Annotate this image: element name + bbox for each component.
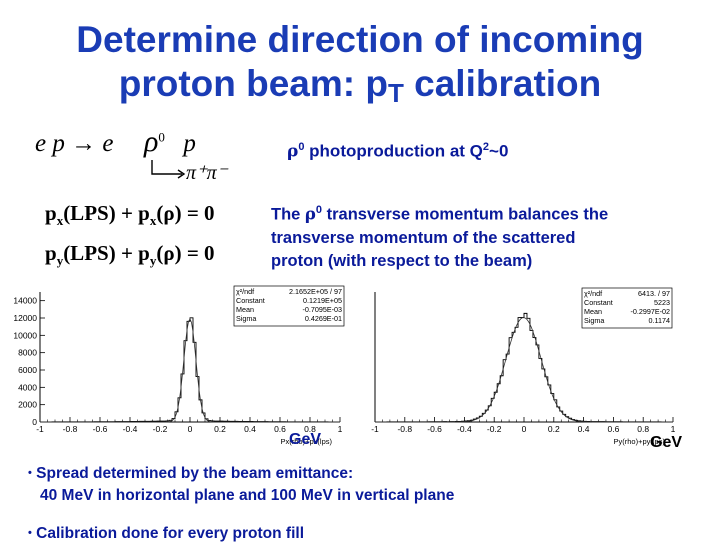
decay-products: π⁺π⁻ [186,162,228,184]
x-tick-label: -0.4 [457,424,472,434]
histogram-bins [39,317,341,423]
stats-value: -0.2997E-02 [630,307,670,316]
stats-box [233,285,345,327]
stats-label: χ²/ndf [236,287,254,296]
x-tick-label: -1 [371,424,379,434]
stats-value: 0.1174 [649,316,670,325]
x-tick-label: 0 [522,424,527,434]
histogram-py: -1 -0.8 -0.6 -0.4 -0.2 0 0.2 0.4 0.6 0.8 1 χ²/ndf 64… [371,287,676,446]
y-tick-label: 8000 [18,348,37,358]
slide-title: Determine direction of incoming proton b… [0,18,720,115]
stats-value: 0.4269E-01 [305,314,342,323]
bullet-item-1: • Spread determined by the beam emittanc… [28,465,354,482]
x-tick-label: 0.4 [244,424,256,434]
histogram-px: -1 -0.8 -0.6 -0.4 -0.2 0 0.2 0.4 0.6 0.8 1 0 2000 400… [13,285,345,446]
x-tick-label: -0.6 [427,424,442,434]
momentum-equations: px(LPS) + px(ρ) = 0 py(LPS) + py(ρ) = 0 [45,197,215,277]
stats-box [581,287,673,329]
x-axis-title: Py(rho)+py(lps) [614,437,666,446]
y-tick-label: 14000 [13,296,37,306]
x-tick-label: -0.6 [93,424,108,434]
stats-label: Constant [236,296,265,305]
stats-label: Sigma [236,314,256,323]
x-tick-label: -0.8 [63,424,78,434]
title-line-2: proton beam: pT calibration [118,63,602,108]
reaction-formula: e p → e ρ0 p [35,125,196,158]
y-tick-label: 0 [32,417,37,427]
gaussian-fit-curve [375,317,673,423]
y-tick-label: 12000 [13,313,37,323]
stats-label: Mean [584,307,602,316]
stats-value: 6413. / 97 [638,289,670,298]
x-tick-label: -0.2 [153,424,168,434]
stats-value: 0.1219E+05 [303,296,342,305]
histogram-px-unit: GeV [289,431,322,448]
decay-arrow [151,160,186,179]
stats-value: 5223 [654,298,670,307]
stats-value: 2.1652E+05 / 97 [289,287,342,296]
x-tick-label: -0.4 [123,424,138,434]
gaussian-fit-curve [40,317,340,423]
bullet-item-2: • Calibration done for every proton fill [28,525,305,542]
balance-text: The ρ0 transverse momentum balances the … [271,199,608,273]
stats-label: Mean [236,305,254,314]
x-tick-label: -0.8 [397,424,412,434]
x-tick-label: 0.8 [304,424,316,434]
x-tick-label: 0 [188,424,193,434]
equation-y: py(LPS) + py(ρ) = 0 [45,241,215,269]
x-tick-label: 0.6 [607,424,619,434]
histogram-py-unit: GeV [650,434,683,451]
stats-label: Sigma [584,316,604,325]
x-tick-label: -1 [36,424,44,434]
x-tick-label: 0.2 [548,424,560,434]
stats-label: Constant [584,298,613,307]
balance-line-3: proton (with respect to the beam) [271,251,533,270]
x-tick-label: -0.2 [487,424,502,434]
y-tick-label: 10000 [13,330,37,340]
y-tick-label: 4000 [18,382,37,392]
x-tick-label: 0.4 [578,424,590,434]
bullet-list: • Spread determined by the beam emittanc… [28,462,454,545]
stats-label: χ²/ndf [584,289,602,298]
x-tick-label: 0.6 [274,424,286,434]
bullet-item-1-line-2: 40 MeV in horizontal plane and 100 MeV i… [40,487,455,504]
histogram-bins [374,312,674,423]
equation-x: px(LPS) + px(ρ) = 0 [45,201,215,229]
y-tick-label: 2000 [18,400,37,410]
stats-value: -0.7095E-03 [302,305,342,314]
balance-line-2: transverse momentum of the scattered [271,228,576,247]
title-line-1: Determine direction of incoming [76,19,644,60]
x-tick-label: 1 [671,424,676,434]
x-axis-title: Px(rho)+px(lps) [281,437,333,446]
x-tick-label: 0.8 [637,424,649,434]
photoproduction-label: ρ0 photoproduction at Q2~0 [287,141,509,162]
balance-line-1: The ρ0 transverse momentum balances the [271,204,609,224]
x-tick-label: 0.2 [214,424,226,434]
y-tick-label: 6000 [18,365,37,375]
x-tick-label: 1 [338,424,343,434]
